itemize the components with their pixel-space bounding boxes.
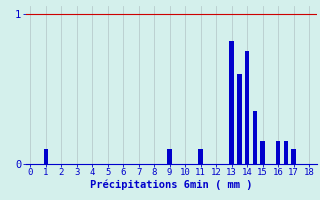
Bar [44, 149, 48, 164]
Bar [284, 141, 288, 164]
Bar [245, 51, 249, 164]
Bar [229, 41, 234, 164]
Bar [253, 111, 257, 164]
Bar [292, 149, 296, 164]
Bar [198, 149, 203, 164]
Bar [276, 141, 280, 164]
Bar [167, 149, 172, 164]
Bar [237, 74, 242, 164]
X-axis label: Précipitations 6min ( mm ): Précipitations 6min ( mm ) [90, 180, 252, 190]
Bar [260, 141, 265, 164]
